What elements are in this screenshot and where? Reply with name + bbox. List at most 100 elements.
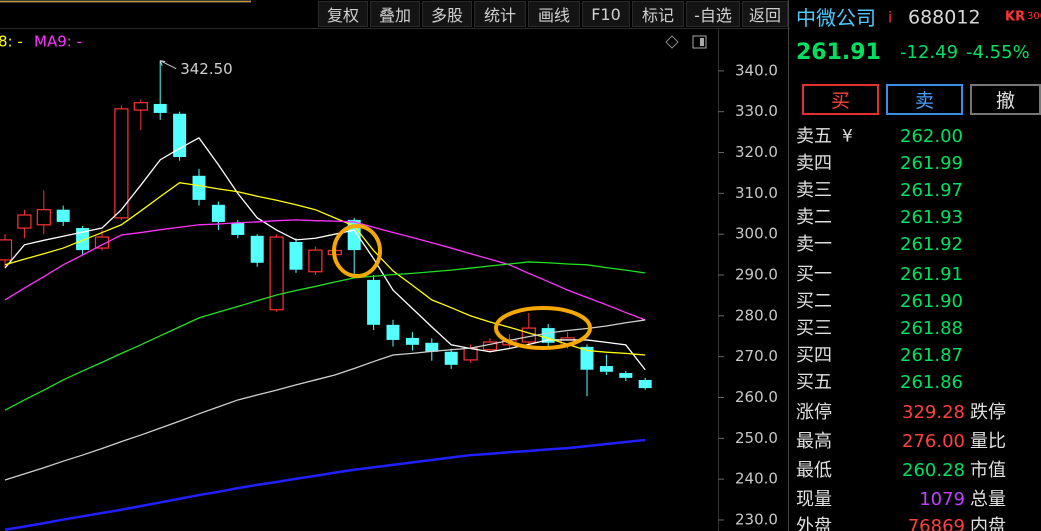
candle-body (425, 342, 439, 352)
separator (0, 2, 251, 3)
candle-body (444, 351, 458, 365)
kline-chart: 8: - MA9: - 340.0 330.0 320.0 310.0 300.0 290.0… (0, 0, 790, 531)
order-price: 261.92 (900, 234, 963, 255)
moving-average-line (4, 136, 646, 371)
last-price: 261.91 (796, 40, 881, 65)
stat-label: 涨停 (796, 402, 832, 423)
stock-name: 中微公司 (796, 6, 876, 30)
icon-window-fill (700, 38, 704, 46)
legend-entry: 8: - (0, 33, 23, 51)
stat-label: 量比 (970, 431, 1006, 452)
y-tick-label: 290.0 (735, 266, 778, 284)
y-tick-label: 280.0 (735, 306, 778, 324)
trade-button[interactable]: 卖 (886, 84, 963, 115)
candle-body (521, 327, 536, 343)
candle-body (599, 366, 613, 372)
candle-body (56, 209, 70, 222)
candle-body (114, 108, 129, 219)
moving-average-line (4, 182, 646, 356)
y-tick-label: 310.0 (735, 184, 778, 202)
toolbar-button[interactable]: F10 (582, 1, 630, 27)
icon-window[interactable] (692, 35, 707, 49)
toolbar-button[interactable]: 标记 (632, 1, 684, 27)
stat-label: 总量 (970, 489, 1006, 510)
candle-body (638, 379, 652, 389)
high-annotation: 342.50 (180, 60, 233, 78)
candle-body (133, 102, 148, 111)
stat-label: 外盘 (796, 516, 832, 531)
annotation-arrow (159, 60, 177, 70)
order-price: 261.99 (900, 153, 963, 174)
order-price: 261.90 (900, 291, 963, 312)
price-change-pct: -4.55% (966, 42, 1030, 63)
y-tick-label: 320.0 (735, 143, 778, 161)
chart-marks: 8: - MA9: - 340.0 330.0 320.0 310.0 300.0 290.0… (0, 33, 778, 531)
candle-body (36, 209, 51, 226)
y-tick-label: 260.0 (735, 388, 778, 406)
y-tick-label: 250.0 (735, 429, 778, 447)
icon-diamond[interactable] (665, 35, 679, 49)
toolbar-button[interactable]: 返回 (742, 1, 788, 27)
y-tick-label: 330.0 (735, 102, 778, 120)
order-label: 卖四 (796, 153, 832, 174)
order-label: 买一 (796, 264, 832, 285)
moving-average-line (4, 319, 646, 481)
stock-code: 688012 (908, 6, 981, 29)
toolbar-button[interactable]: -自选 (686, 1, 740, 27)
market-tag-suffix: 300 (1027, 11, 1041, 22)
candle-body (76, 228, 90, 251)
y-tick-label: 340.0 (735, 61, 778, 79)
candle-body (153, 103, 167, 113)
candle-body (211, 204, 225, 222)
order-price: 261.91 (900, 264, 963, 285)
y-tick-label: 230.0 (735, 510, 778, 528)
candle-body (0, 239, 13, 261)
candle-body (17, 214, 32, 229)
candle-body (250, 235, 264, 263)
stat-label: 市值 (970, 460, 1006, 481)
y-tick-label: 240.0 (735, 470, 778, 488)
stat-value: 329.28 (902, 402, 965, 423)
toolbar-button[interactable]: 叠加 (370, 1, 420, 27)
market-tag: KR (1005, 9, 1026, 25)
trade-button[interactable]: 撤 (970, 84, 1041, 115)
order-price: 261.87 (900, 345, 963, 366)
highlight-circle (494, 306, 592, 350)
toolbar-button[interactable]: 统计 (474, 1, 526, 27)
stat-value: 260.28 (902, 460, 965, 481)
candle-body (405, 337, 419, 345)
price-change: -12.49 (900, 42, 959, 63)
order-label: 买三 (796, 318, 832, 339)
candle-body (192, 175, 206, 200)
moving-average-line (4, 219, 646, 321)
candle-body (619, 372, 633, 378)
highlight-circle (332, 224, 382, 278)
stat-label: 现量 (796, 489, 832, 510)
order-label: 卖二 (796, 207, 832, 228)
stat-value: 276.00 (902, 431, 965, 452)
order-label: 卖五 (796, 126, 832, 147)
order-price: 261.86 (900, 372, 963, 393)
candle-body (580, 346, 594, 370)
stat-label: 最低 (796, 460, 832, 481)
candle-body (231, 222, 245, 235)
toolbar-button[interactable]: 复权 (318, 1, 368, 27)
toolbar-button[interactable]: 画线 (528, 1, 580, 27)
candle-body (269, 236, 284, 311)
order-label: 买二 (796, 291, 832, 312)
y-tick-label: 300.0 (735, 225, 778, 243)
candle-body (386, 324, 400, 340)
candle-body (94, 236, 110, 249)
trade-button[interactable]: 买 (802, 84, 879, 115)
order-price: 262.00 (900, 126, 963, 147)
moving-average-line (4, 438, 646, 531)
legend-entry: MA9: - (34, 33, 82, 51)
stat-value: 76869 (907, 516, 965, 531)
order-label: 买四 (796, 345, 832, 366)
order-label: 卖三 (796, 180, 832, 201)
order-price: 261.88 (900, 318, 963, 339)
order-price: 261.93 (900, 207, 963, 228)
toolbar-button[interactable]: 多股 (422, 1, 472, 27)
currency-sign: ¥ (842, 126, 853, 147)
